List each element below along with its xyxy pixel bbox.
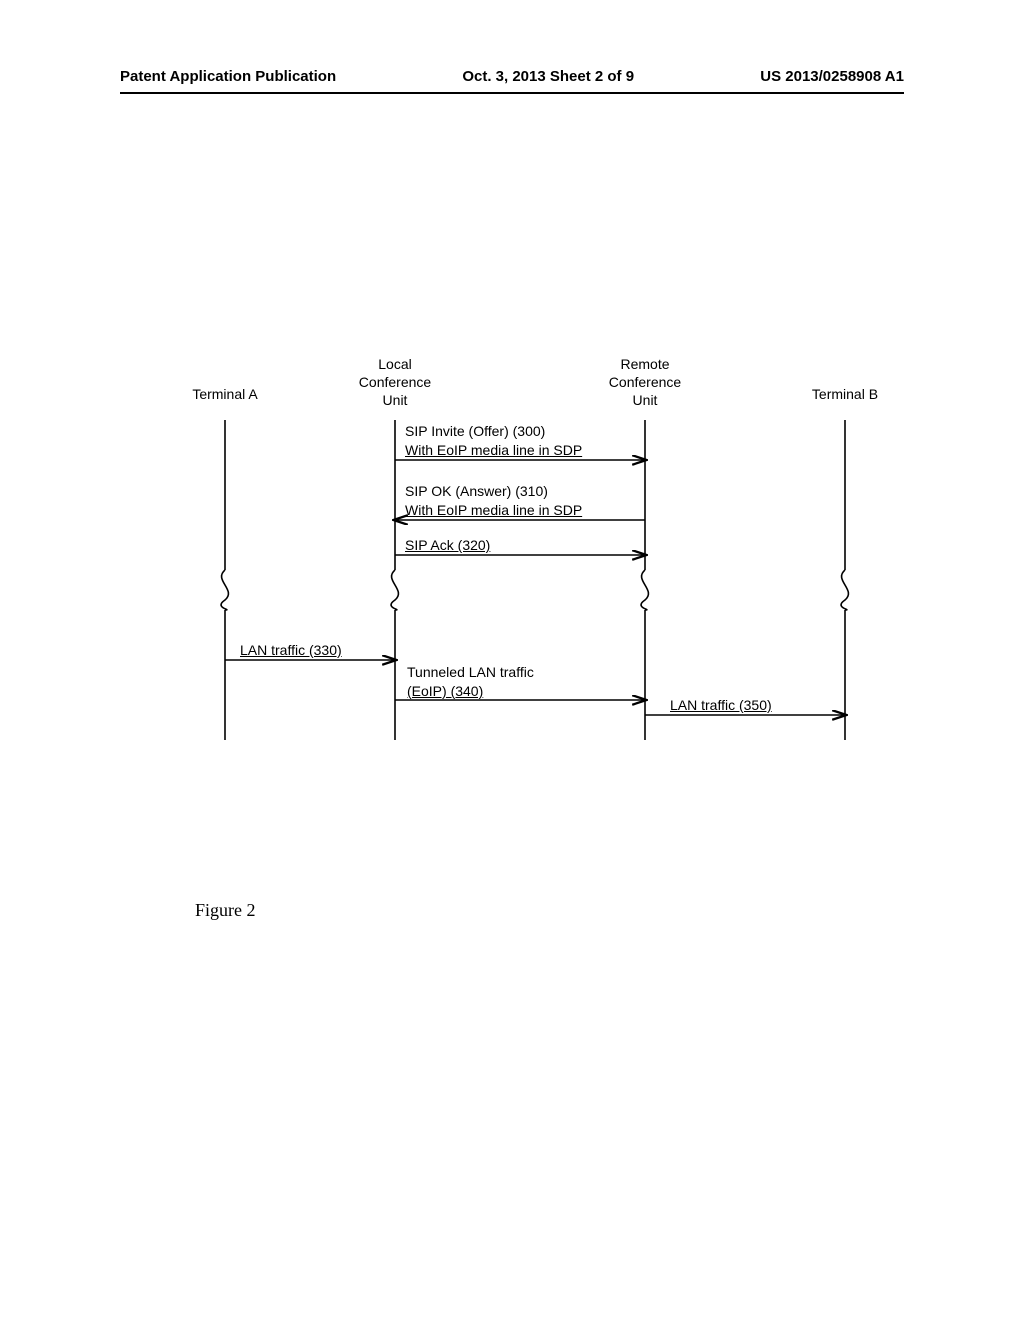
msg-340-l1: Tunneled LAN traffic (407, 663, 534, 682)
header-rule (120, 92, 904, 94)
msg-340-l2: (EoIP) (340) (407, 682, 534, 701)
sequence-diagram: Terminal A Local Conference Unit Remote … (195, 360, 875, 790)
figure-caption: Figure 2 (195, 900, 256, 921)
msg-300-l2: With EoIP media line in SDP (405, 441, 582, 460)
msg-310: SIP OK (Answer) (310) With EoIP media li… (405, 482, 582, 520)
msg-340: Tunneled LAN traffic (EoIP) (340) (407, 663, 534, 701)
msg-350: LAN traffic (350) (670, 696, 772, 715)
msg-320: SIP Ack (320) (405, 536, 490, 555)
msg-300: SIP Invite (Offer) (300) With EoIP media… (405, 422, 582, 460)
page: Patent Application Publication Oct. 3, 2… (0, 0, 1024, 1320)
header-left: Patent Application Publication (120, 68, 336, 85)
msg-310-l2: With EoIP media line in SDP (405, 501, 582, 520)
page-header: Patent Application Publication Oct. 3, 2… (120, 68, 904, 85)
header-center: Oct. 3, 2013 Sheet 2 of 9 (462, 68, 634, 85)
msg-310-l1: SIP OK (Answer) (310) (405, 482, 582, 501)
msg-330: LAN traffic (330) (240, 641, 342, 660)
msg-300-l1: SIP Invite (Offer) (300) (405, 422, 582, 441)
header-right: US 2013/0258908 A1 (760, 68, 904, 85)
